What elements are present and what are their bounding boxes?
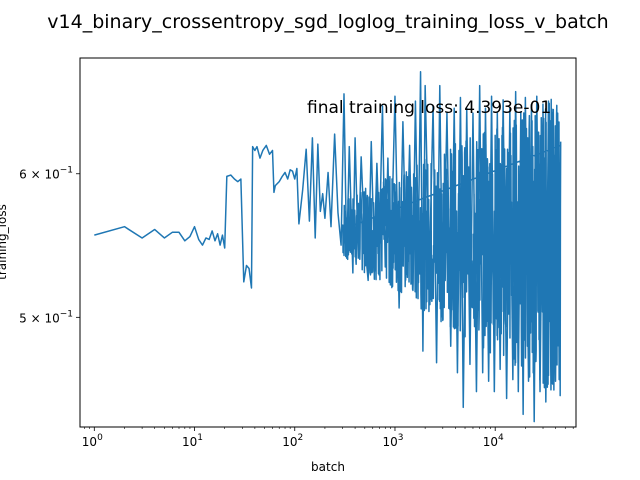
y-axis-label: training_loss	[0, 204, 9, 280]
series-line-0	[94, 70, 562, 423]
y-tick-label: 6 × 10−1	[19, 166, 73, 182]
x-tick-label: 104	[483, 433, 504, 449]
x-axis-label: batch	[311, 460, 345, 474]
y-tick-label: 5 × 10−1	[19, 309, 73, 325]
series-layer	[94, 70, 562, 423]
final-loss-annotation: final training loss: 4.393e-01	[307, 98, 551, 118]
x-tick-label: 100	[82, 433, 103, 449]
x-axis-ticks: 100 101 102 103 104	[82, 427, 574, 449]
x-tick-label: 102	[282, 433, 303, 449]
axes-frame	[79, 57, 577, 428]
chart-title: v14_binary_crossentropy_sgd_loglog_train…	[47, 11, 608, 33]
x-tick-label: 103	[382, 433, 403, 449]
x-tick-label: 101	[182, 433, 203, 449]
y-axis-ticks: 5 × 10−1 6 × 10−1	[19, 166, 80, 325]
